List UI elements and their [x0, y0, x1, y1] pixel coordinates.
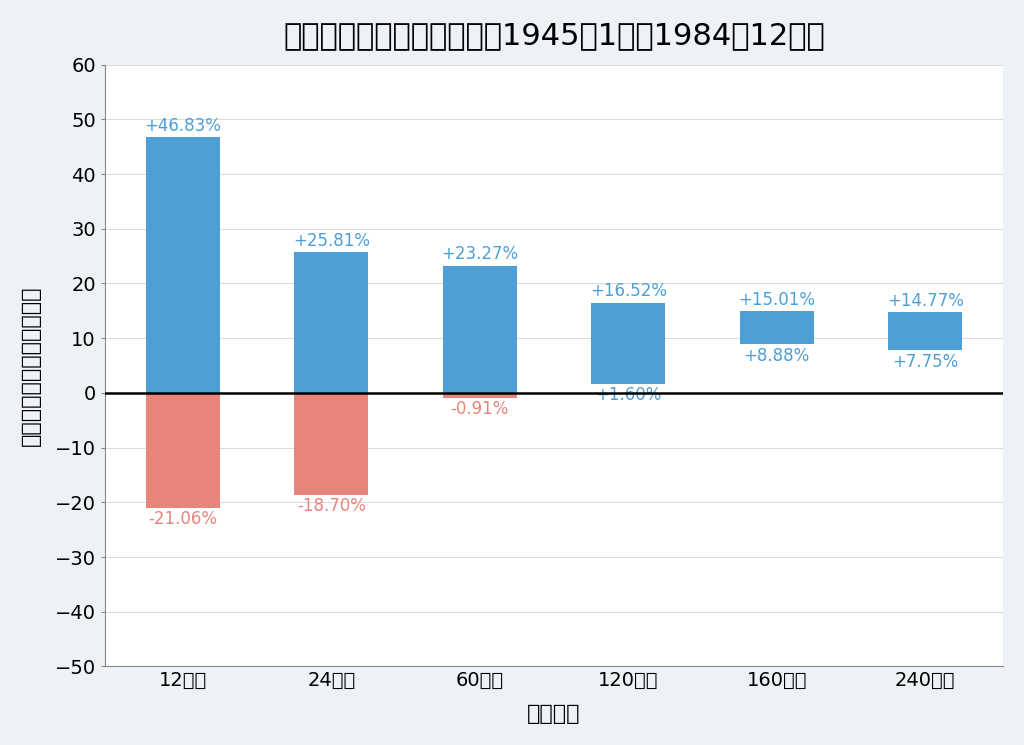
Text: +1.60%: +1.60%	[595, 387, 662, 405]
Text: -21.06%: -21.06%	[148, 510, 217, 528]
Text: -0.91%: -0.91%	[451, 400, 509, 418]
Y-axis label: 年率平均リターンの振れ幅: 年率平均リターンの振れ幅	[20, 285, 41, 446]
Text: +16.52%: +16.52%	[590, 282, 667, 300]
Text: +8.88%: +8.88%	[743, 346, 810, 364]
Text: +46.83%: +46.83%	[144, 116, 221, 135]
Bar	[294, 393, 369, 495]
Text: +25.81%: +25.81%	[293, 232, 370, 250]
Bar	[739, 311, 814, 344]
Bar	[145, 137, 220, 393]
Text: +23.27%: +23.27%	[441, 245, 518, 264]
X-axis label: 投資期間: 投資期間	[527, 704, 581, 724]
Text: +14.77%: +14.77%	[887, 292, 964, 310]
Bar	[294, 252, 369, 393]
Bar	[591, 302, 666, 384]
Bar	[442, 393, 517, 398]
Text: -18.70%: -18.70%	[297, 498, 366, 516]
Title: 一定間隔ごとの推定結果（1945年1月〜1984年12月）: 一定間隔ごとの推定結果（1945年1月〜1984年12月）	[284, 21, 825, 50]
Bar	[888, 312, 963, 350]
Text: +15.01%: +15.01%	[738, 291, 815, 308]
Bar	[442, 266, 517, 393]
Text: +7.75%: +7.75%	[892, 352, 958, 371]
Bar	[145, 393, 220, 508]
